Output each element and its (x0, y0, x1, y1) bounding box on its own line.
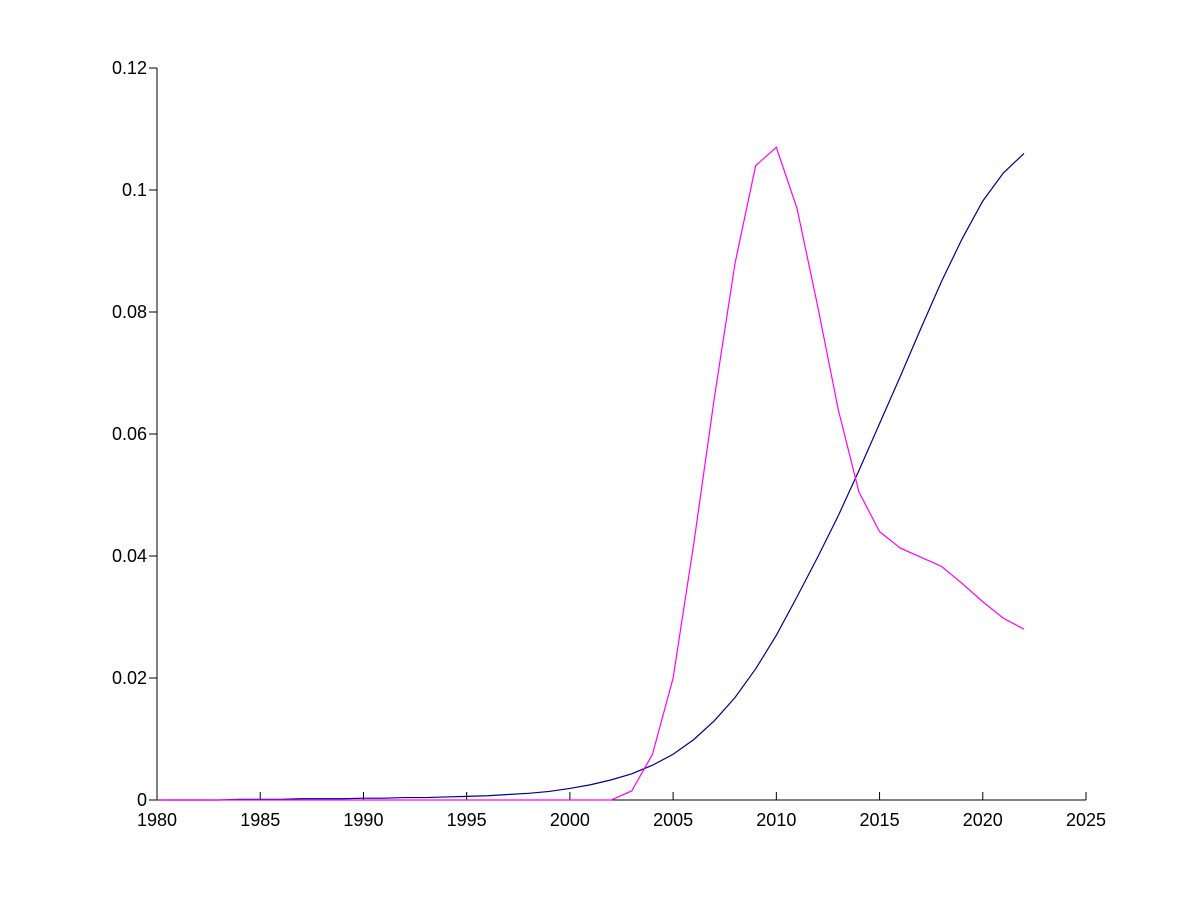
x-tick-label: 2015 (860, 810, 900, 830)
y-tick-label: 0.1 (122, 180, 147, 200)
y-tick-label: 0 (137, 790, 147, 810)
x-tick-label: 2005 (653, 810, 693, 830)
x-tick-label: 2000 (550, 810, 590, 830)
y-tick-label: 0.02 (112, 668, 147, 688)
y-tick-label: 0.06 (112, 424, 147, 444)
x-tick-label: 1995 (447, 810, 487, 830)
series-line (157, 152, 1025, 801)
x-tick-label: 1980 (137, 810, 177, 830)
series-line (157, 146, 1025, 801)
x-tick-label: 1990 (343, 810, 383, 830)
y-tick-label: 0.08 (112, 302, 147, 322)
y-tick-label: 0.12 (112, 58, 147, 78)
y-tick-label: 0.04 (112, 546, 147, 566)
x-tick-label: 2010 (756, 810, 796, 830)
x-tick-label: 1985 (240, 810, 280, 830)
x-tick-label: 2025 (1066, 810, 1106, 830)
x-tick-label: 2020 (963, 810, 1003, 830)
